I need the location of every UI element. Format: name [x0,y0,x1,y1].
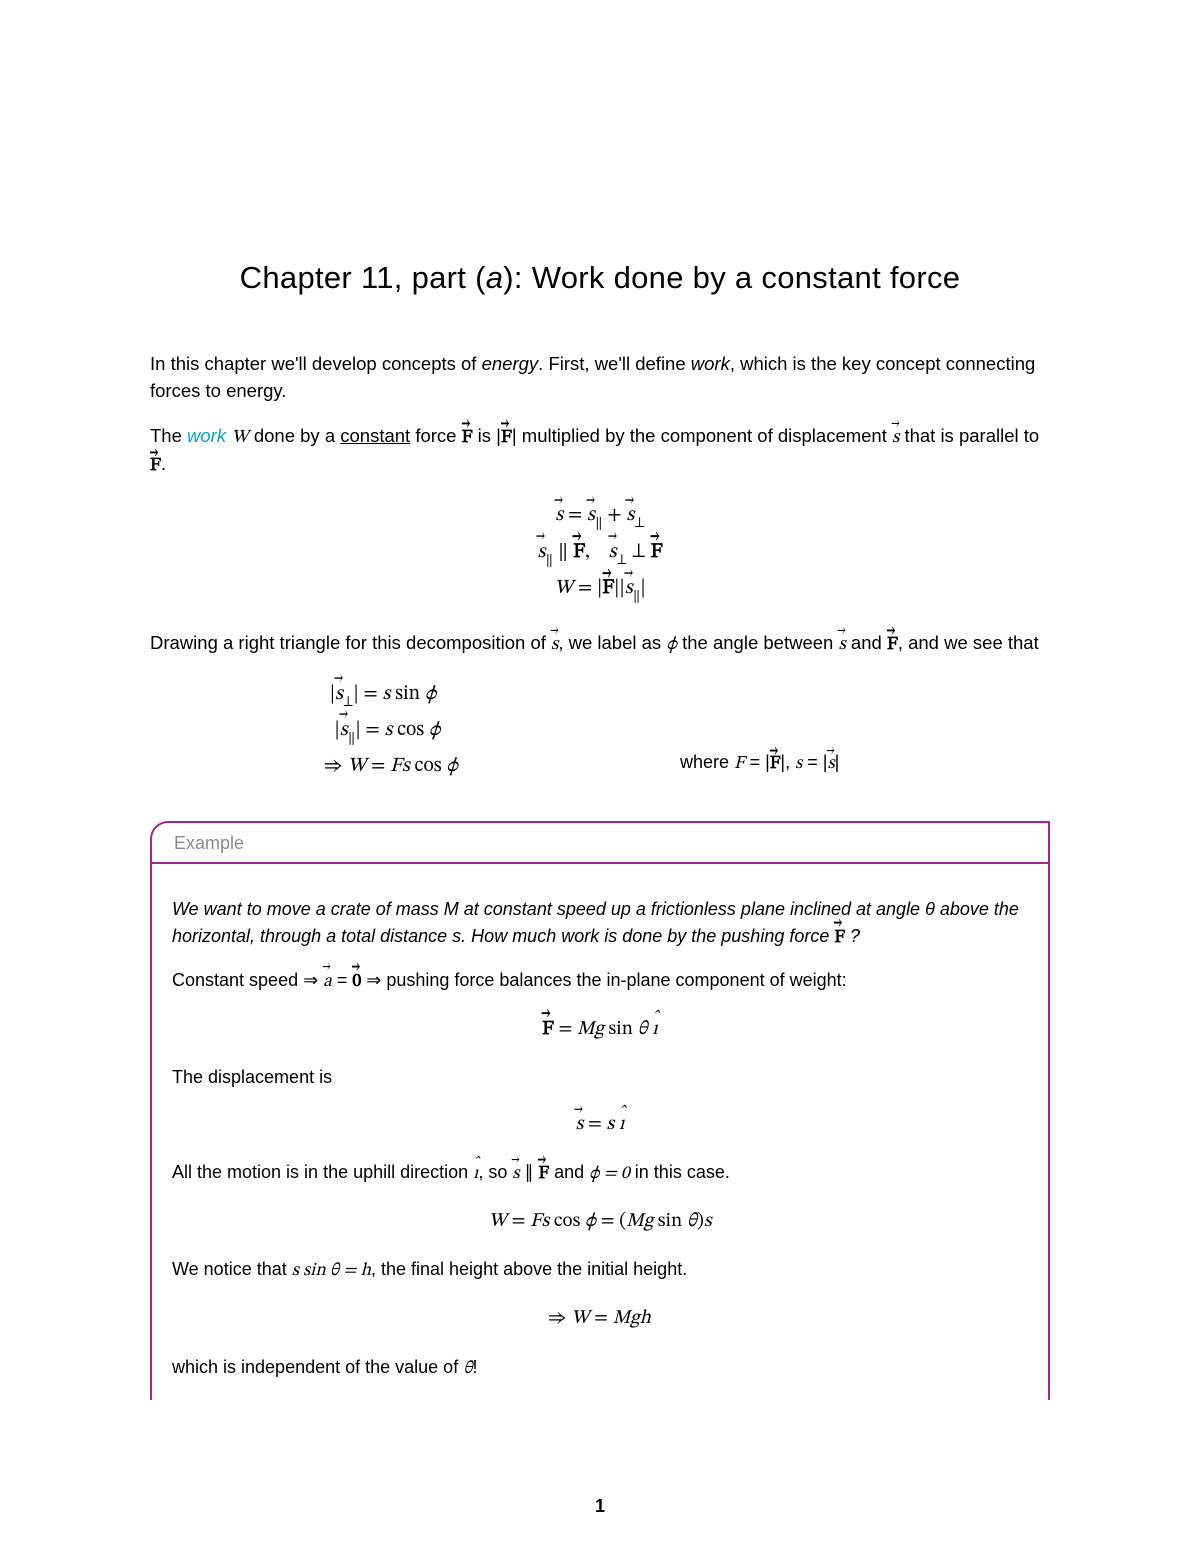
text: , so [478,1162,512,1182]
underline-constant: constant [340,425,410,446]
vec-s: s [892,425,899,452]
example-p5: which is independent of the value of θ! [172,1354,1028,1382]
text: , and we see that [898,632,1039,653]
phi-zero: ϕ = 0 [589,1165,630,1183]
title-suffix: ): Work done by a constant force [503,260,960,295]
text: and [846,632,887,653]
text: is | [473,425,501,446]
example-eq1: F = Mg sin θ ı [172,1013,1028,1046]
chapter-title: Chapter 11, part (a): Work done by a con… [150,260,1050,296]
text: force [410,425,461,446]
text: Drawing a right triangle for this decomp… [150,632,551,653]
vec-F: F [150,453,161,480]
example-eq2: s = s ı [172,1108,1028,1141]
text: that is parallel to [899,425,1039,446]
eq-h: s sin θ = h [292,1262,371,1280]
example-p1: Constant speed ⇒ a = 0 ⇒ pushing force b… [172,967,1028,995]
text: In this chapter we'll develop concepts o… [150,353,482,374]
text: and [549,1162,589,1182]
example-eq3: W = Fs cos ϕ = (Mg sin θ)s [172,1205,1028,1238]
text: . [161,453,166,474]
text: , we label as [558,632,666,653]
vec-F: F [538,1161,549,1187]
page: Chapter 11, part (a): Work done by a con… [0,0,1200,1553]
title-part: a [486,260,504,295]
em-energy: energy [482,353,539,374]
text: in this case. [630,1162,730,1182]
var-phi: ϕ [666,636,677,654]
vec-zero: 0 [352,969,361,995]
page-number: 1 [0,1496,1200,1517]
example-question: We want to move a crate of mass M at con… [172,896,1028,950]
vec-F: F [887,632,898,659]
example-header: Example [152,823,1048,864]
vec-s: s [512,1161,519,1187]
equation-decomposition: s = s∥ + s⊥ s∥ ∥ F, s⊥ ⊥ F W = |F||s∥| [150,498,1050,607]
example-p3: All the motion is in the uphill directio… [172,1159,1028,1187]
text: the angle between [677,632,839,653]
text: ⇒ pushing force balances the in-plane co… [361,970,846,990]
text: All the motion is in the uphill directio… [172,1162,473,1182]
text: Constant speed ⇒ [172,970,323,990]
example-eq4: ⇒ W = Mgh [172,1302,1028,1335]
title-prefix: Chapter 11, part ( [240,260,486,295]
vec-F: F [834,925,845,951]
vec-s: s [551,632,558,659]
vec-s: s [838,632,845,659]
var-W: W [231,429,248,447]
text: done by a [249,425,341,446]
text: We want to move a crate of mass M at con… [172,899,1019,945]
equation-trig: |s⊥| = s sin ϕ |s∥| = s cos ϕ ⇒ W = Fs c… [150,677,1050,784]
work-definition: The work W done by a constant force F is… [150,423,1050,481]
text: . First, we'll define [538,353,691,374]
triangle-paragraph: Drawing a right triangle for this decomp… [150,630,1050,659]
vec-a: a [323,969,332,995]
text: We notice that [172,1259,292,1279]
example-p2: The displacement is [172,1064,1028,1090]
intro-paragraph: In this chapter we'll develop concepts o… [150,351,1050,405]
text: ! [472,1357,477,1377]
vec-F: F [501,425,512,452]
example-p4: We notice that s sin θ = h, the final he… [172,1256,1028,1284]
example-content: We want to move a crate of mass M at con… [152,864,1048,1381]
text: which is independent of the value of [172,1357,463,1377]
text: ? [845,926,860,946]
vec-F: F [462,425,473,452]
equation-where-note: where F = |F|, s = |s| [680,747,839,780]
hat-i: ı [473,1161,478,1187]
em-work: work [691,353,730,374]
text: , the final height above the initial hei… [371,1259,687,1279]
example-box: Example We want to move a crate of mass … [150,821,1050,1399]
link-work[interactable]: work [187,425,226,446]
text: | multiplied by the component of displac… [512,425,892,446]
text: where [680,752,734,772]
